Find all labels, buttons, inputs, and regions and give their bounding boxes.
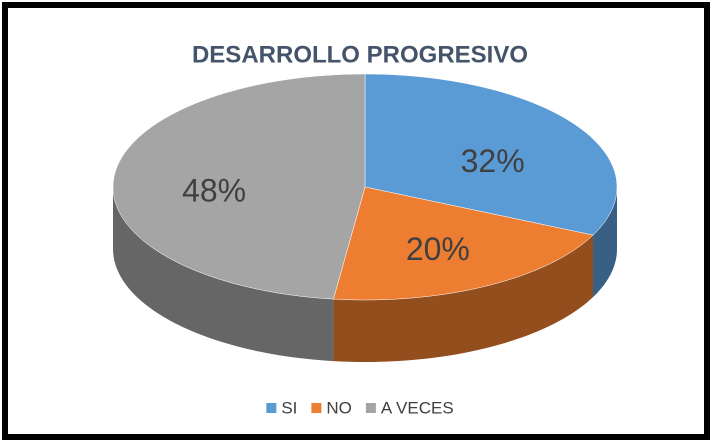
- slice: [333, 186, 594, 301]
- legend-label: SI: [281, 398, 297, 417]
- legend: SI NO A VECES: [266, 398, 454, 417]
- slice-side: [333, 235, 594, 362]
- legend-item: SI: [266, 398, 297, 417]
- slice-side: [593, 187, 617, 298]
- slice: [112, 73, 366, 300]
- legend-swatch: [311, 403, 322, 413]
- legend-label: A VECES: [381, 398, 454, 417]
- data-label: 32%: [461, 143, 525, 179]
- data-label: 20%: [406, 231, 470, 267]
- legend-swatch: [365, 403, 376, 413]
- slice-side: [113, 187, 334, 362]
- chart-title: DESARROLLO PROGRESIVO: [192, 41, 528, 68]
- slice: [364, 73, 618, 236]
- legend-label: NO: [326, 398, 352, 417]
- legend-item: A VECES: [365, 398, 454, 417]
- legend-swatch: [266, 403, 277, 413]
- legend-item: NO: [311, 398, 352, 417]
- data-label: 48%: [182, 173, 246, 209]
